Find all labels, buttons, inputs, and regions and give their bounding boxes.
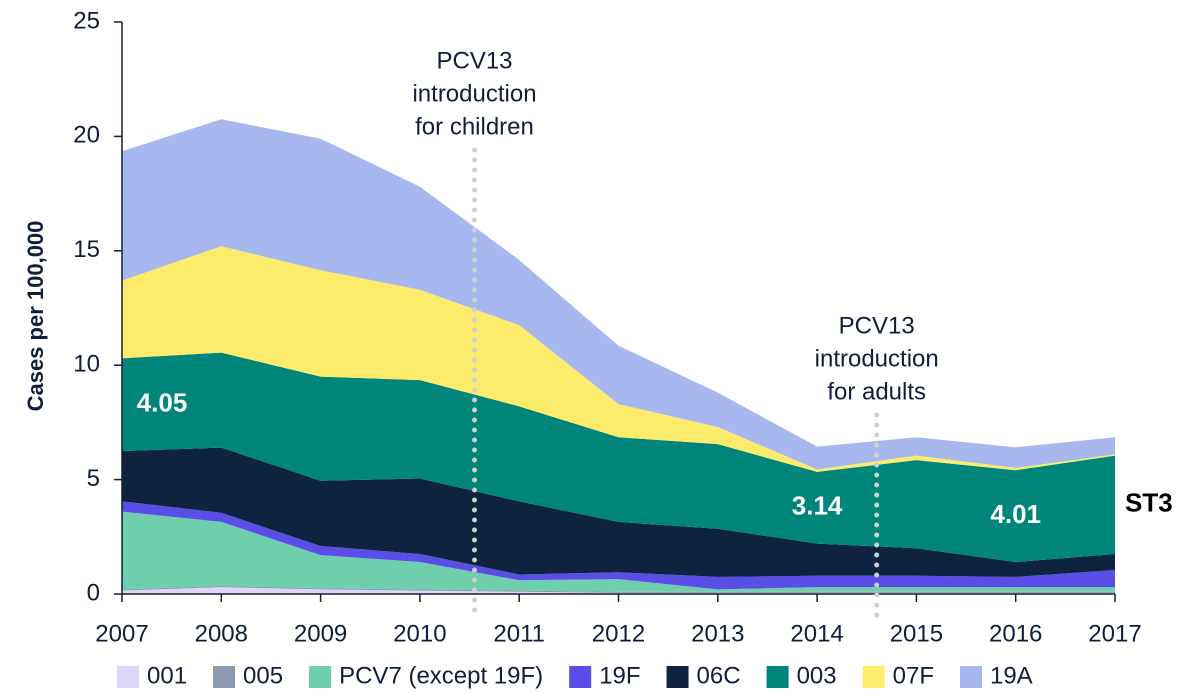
legend-swatch bbox=[862, 666, 885, 688]
area bbox=[122, 587, 1115, 594]
y-tick-label: 5 bbox=[87, 465, 100, 492]
y-tick-label: 0 bbox=[87, 579, 100, 606]
legend-label: 005 bbox=[243, 662, 283, 689]
x-tick-label: 2015 bbox=[890, 620, 943, 647]
annotation: for adults bbox=[827, 378, 926, 405]
x-tick-label: 2012 bbox=[592, 620, 645, 647]
data-label: 3.14 bbox=[792, 491, 843, 521]
area bbox=[122, 246, 1115, 472]
x-tick-label: 2009 bbox=[294, 620, 347, 647]
x-tick-label: 2014 bbox=[790, 620, 843, 647]
annotation: introduction bbox=[815, 345, 939, 372]
area bbox=[122, 447, 1115, 577]
legend-swatch bbox=[213, 666, 236, 688]
annotation: for children bbox=[415, 113, 534, 140]
legend-swatch bbox=[117, 666, 139, 688]
x-tick-label: 2010 bbox=[393, 620, 446, 647]
legend-label: 07F bbox=[893, 662, 934, 689]
legend-swatch bbox=[666, 666, 689, 688]
area bbox=[122, 119, 1115, 470]
annotation: introduction bbox=[412, 80, 536, 107]
legend-label: 19A bbox=[990, 662, 1033, 689]
legend-swatch bbox=[569, 666, 592, 688]
series-label: ST3 bbox=[1125, 488, 1173, 518]
area bbox=[122, 585, 1115, 593]
legend-label: 001 bbox=[147, 662, 187, 689]
y-tick-label: 10 bbox=[73, 351, 100, 378]
annotation: PCV13 bbox=[436, 47, 512, 74]
annotation: PCV13 bbox=[839, 312, 915, 339]
area bbox=[122, 511, 1115, 592]
y-tick-label: 20 bbox=[73, 122, 100, 149]
legend-label: 003 bbox=[797, 662, 837, 689]
x-tick-label: 2007 bbox=[95, 620, 148, 647]
x-tick-label: 2013 bbox=[691, 620, 744, 647]
y-tick-label: 25 bbox=[73, 7, 100, 34]
y-tick-label: 15 bbox=[73, 236, 100, 263]
x-tick-label: 2017 bbox=[1088, 620, 1141, 647]
area bbox=[122, 501, 1115, 590]
y-axis-label: Cases per 100,000 bbox=[23, 221, 48, 412]
legend-swatch bbox=[766, 666, 789, 688]
legend-swatch bbox=[309, 666, 332, 688]
x-tick-label: 2008 bbox=[195, 620, 248, 647]
legend-label: 19F bbox=[599, 662, 640, 689]
data-label: 4.01 bbox=[990, 499, 1041, 529]
x-tick-label: 2011 bbox=[493, 620, 545, 647]
area bbox=[122, 352, 1115, 562]
legend-swatch bbox=[959, 666, 982, 688]
legend-label: PCV7 (except 19F) bbox=[339, 662, 543, 689]
legend-label: 06C bbox=[697, 662, 741, 689]
data-label: 4.05 bbox=[137, 388, 188, 418]
x-tick-label: 2016 bbox=[989, 620, 1042, 647]
